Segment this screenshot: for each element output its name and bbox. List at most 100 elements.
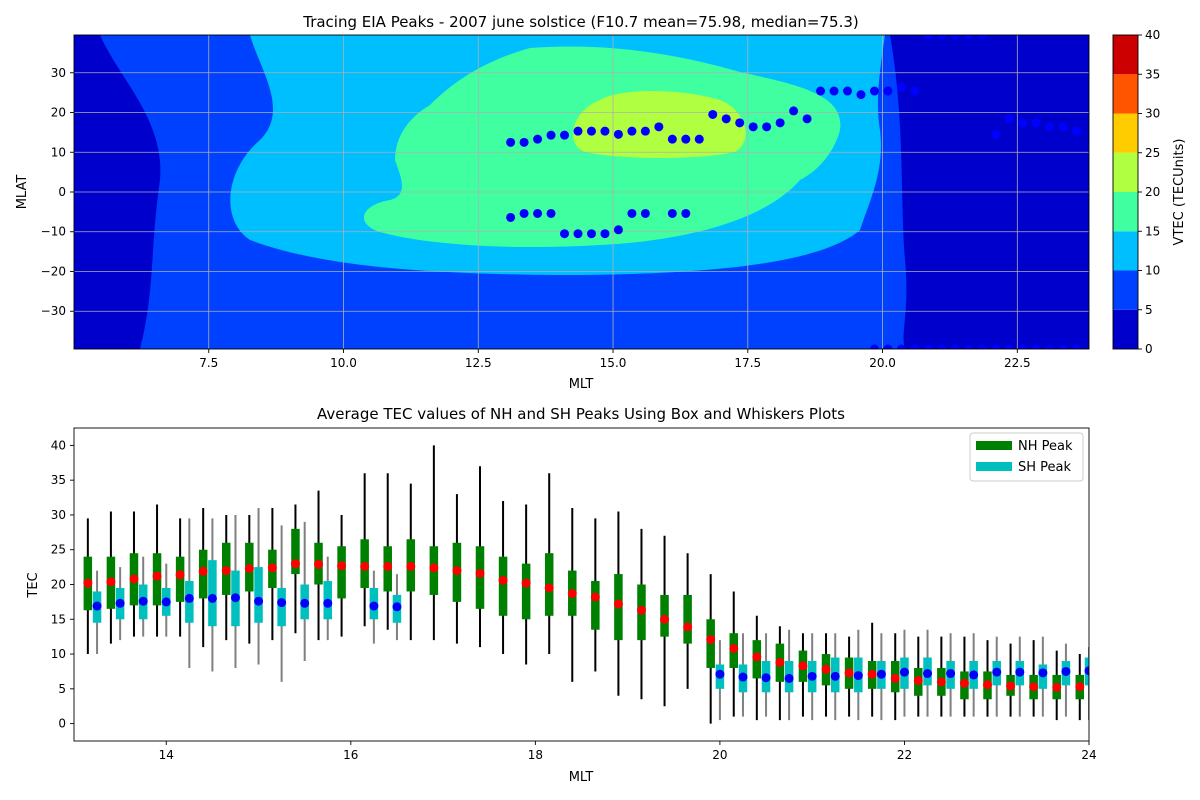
sh-peak-point: [1004, 344, 1014, 349]
nh-peak-point: [816, 86, 826, 96]
x-tick-label: 20: [712, 748, 727, 762]
nh-mean-point: [129, 574, 139, 584]
nh-box: [498, 556, 508, 616]
sh-mean-point: [115, 598, 125, 608]
nh-peak-point: [613, 129, 623, 139]
contour-plot-area: [74, 35, 1089, 349]
nh-peak-point: [600, 126, 610, 136]
nh-peak-point: [977, 35, 987, 40]
sh-peak-point: [869, 344, 879, 349]
nh-peak-point: [694, 134, 704, 144]
x-tick-label: 20.0: [869, 356, 896, 370]
colorbar-tick-label: 5: [1145, 303, 1153, 317]
sh-mean-point: [254, 596, 264, 606]
nh-peak-point: [829, 86, 839, 96]
nh-peak-point: [923, 35, 933, 40]
colorbar: 0 5 10 15 20 25 30 35 40: [1112, 28, 1160, 356]
y-tick-label: 10: [51, 647, 66, 661]
boxplot-y-axis: 0 5 10 15 20 25 30 35 40: [51, 438, 74, 731]
nh-mean-point: [913, 675, 923, 685]
boxplot-panel: Average TEC values of NH and SH Peaks Us…: [26, 405, 1097, 785]
nh-mean-point: [521, 578, 531, 588]
legend-label-sh: SH Peak: [1018, 460, 1072, 475]
nh-peak-point: [640, 126, 650, 136]
nh-peak-point: [560, 130, 570, 140]
sh-peak-point: [506, 212, 516, 222]
sh-mean-point: [1015, 667, 1025, 677]
x-tick-label: 22: [897, 748, 912, 762]
sh-boxes: [92, 507, 1089, 721]
y-tick-label: 25: [51, 543, 66, 557]
nh-mean-point: [1052, 682, 1062, 692]
sh-mean-point: [300, 598, 310, 608]
x-tick-label: 10.0: [330, 356, 357, 370]
colorbar-segment: [1113, 152, 1138, 192]
sh-peak-point: [991, 344, 1001, 349]
colorbar-segment: [1113, 35, 1138, 75]
nh-peak-point: [991, 129, 1001, 139]
sh-peak-point: [1058, 344, 1068, 349]
nh-peak-point: [775, 118, 785, 128]
sh-mean-point: [876, 669, 886, 679]
nh-mean-point: [314, 559, 324, 569]
nh-mean-point: [959, 678, 969, 688]
sh-mean-point: [323, 598, 333, 608]
nh-peak-point: [1058, 122, 1068, 132]
nh-peak-point: [519, 137, 529, 147]
sh-mean-point: [277, 598, 287, 608]
nh-mean-point: [775, 657, 785, 667]
nh-peak-point: [950, 35, 960, 40]
nh-mean-point: [798, 661, 808, 671]
sh-box: [277, 587, 286, 627]
boxplot-title: Average TEC values of NH and SH Peaks Us…: [317, 405, 845, 423]
y-tick-label: 5: [58, 682, 66, 696]
colorbar-segment: [1113, 74, 1138, 114]
sh-mean-point: [138, 596, 148, 606]
nh-peak-point: [1018, 118, 1028, 128]
nh-mean-point: [936, 677, 946, 687]
y-tick-label: 20: [51, 578, 66, 592]
nh-peak-point: [856, 90, 866, 100]
colorbar-tick-label: 0: [1145, 342, 1153, 356]
colorbar-segment: [1113, 113, 1138, 153]
nh-peak-point: [1031, 118, 1041, 128]
y-tick-label: 40: [51, 438, 66, 452]
contour-y-label: MLAT: [15, 175, 30, 210]
nh-mean-point: [890, 673, 900, 683]
sh-peak-point: [640, 208, 650, 218]
sh-box: [208, 560, 217, 627]
nh-peak-point: [964, 35, 974, 40]
y-tick-label: 10: [51, 145, 66, 159]
sh-mean-point: [784, 673, 794, 683]
sh-mean-point: [715, 669, 725, 679]
colorbar-tick-label: 10: [1145, 264, 1160, 278]
sh-peak-point: [923, 344, 933, 349]
nh-peak-point: [843, 86, 853, 96]
x-tick-label: 14: [159, 748, 174, 762]
sh-mean-point: [92, 601, 102, 611]
nh-mean-point: [152, 571, 162, 581]
nh-mean-point: [636, 605, 646, 615]
sh-peak-point: [560, 229, 570, 239]
nh-box: [337, 546, 346, 599]
sh-mean-point: [1061, 666, 1071, 676]
sh-box: [254, 567, 263, 623]
y-tick-label: −30: [41, 304, 66, 318]
nh-box: [291, 528, 300, 575]
colorbar-tick-label: 25: [1145, 146, 1160, 160]
nh-peak-point: [802, 114, 812, 124]
sh-mean-point: [1084, 666, 1089, 676]
y-tick-label: −10: [41, 225, 66, 239]
sh-peak-point: [519, 208, 529, 218]
nh-mean-point: [498, 575, 508, 585]
sh-peak-point: [883, 344, 893, 349]
sh-peak-point: [600, 229, 610, 239]
nh-mean-point: [844, 668, 854, 678]
nh-box: [683, 594, 692, 644]
boxplot-x-label: MLT: [569, 770, 594, 785]
sh-mean-point: [369, 601, 379, 611]
sh-mean-point: [392, 602, 402, 612]
x-tick-label: 7.5: [199, 356, 218, 370]
y-tick-label: 30: [51, 66, 66, 80]
sh-peak-point: [1031, 344, 1041, 349]
